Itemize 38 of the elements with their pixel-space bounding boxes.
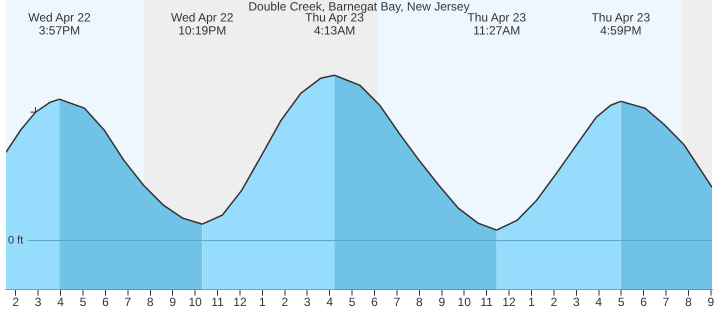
x-tick-label: 3 bbox=[572, 295, 580, 310]
x-tick-label: 4 bbox=[326, 295, 334, 310]
x-tick-label: 7 bbox=[662, 295, 670, 310]
x-tick-label: 7 bbox=[394, 295, 401, 310]
x-tick-label: 11 bbox=[480, 295, 494, 310]
x-tick-label: 4 bbox=[57, 295, 64, 310]
x-tick-label: 6 bbox=[640, 295, 648, 310]
x-tick-label: 10 bbox=[188, 295, 202, 310]
x-tick-label: 5 bbox=[80, 295, 87, 310]
text: Wed Apr 22 3:57PM bbox=[28, 10, 92, 38]
text: Wed Apr 22 10:19PM bbox=[170, 10, 234, 38]
x-tick-label: 11 bbox=[211, 295, 224, 310]
x-tick-label: 8 bbox=[146, 295, 154, 310]
ref-line-label: 0 ft bbox=[8, 234, 24, 247]
x-tick-label: 8 bbox=[685, 295, 692, 310]
x-tick-label: 1 bbox=[528, 295, 536, 310]
x-tick-label: 2 bbox=[550, 295, 558, 310]
x-tick-label: 4 bbox=[595, 295, 602, 310]
x-tick-label: 2 bbox=[281, 295, 288, 310]
x-tick-label: 3 bbox=[34, 295, 42, 310]
chart-title: Double Creek, Barnegat Bay, New Jersey bbox=[248, 0, 470, 14]
x-tick-label: 10 bbox=[458, 295, 472, 310]
x-tick-label: 5 bbox=[618, 295, 625, 310]
x-tick-label: 7 bbox=[124, 295, 132, 310]
x-tick-label: 8 bbox=[416, 295, 424, 310]
x-tick-label: 5 bbox=[348, 295, 356, 310]
x-tick-label: 12 bbox=[233, 295, 247, 310]
x-tick-label: 9 bbox=[169, 295, 176, 310]
x-tick-label: 2 bbox=[12, 295, 20, 310]
x-tick-label: 6 bbox=[102, 295, 110, 310]
x-tick-label: 12 bbox=[502, 295, 516, 310]
text: Thu Apr 23 11:27AM bbox=[467, 10, 526, 38]
x-tick-label: 3 bbox=[304, 295, 311, 310]
x-tick-label: 6 bbox=[371, 295, 378, 310]
text: Thu Apr 23 4:59PM bbox=[591, 10, 650, 38]
x-tick-label: 9 bbox=[438, 295, 446, 310]
x-tick-label: 9 bbox=[708, 295, 715, 310]
x-tick-label: 1 bbox=[259, 295, 266, 310]
